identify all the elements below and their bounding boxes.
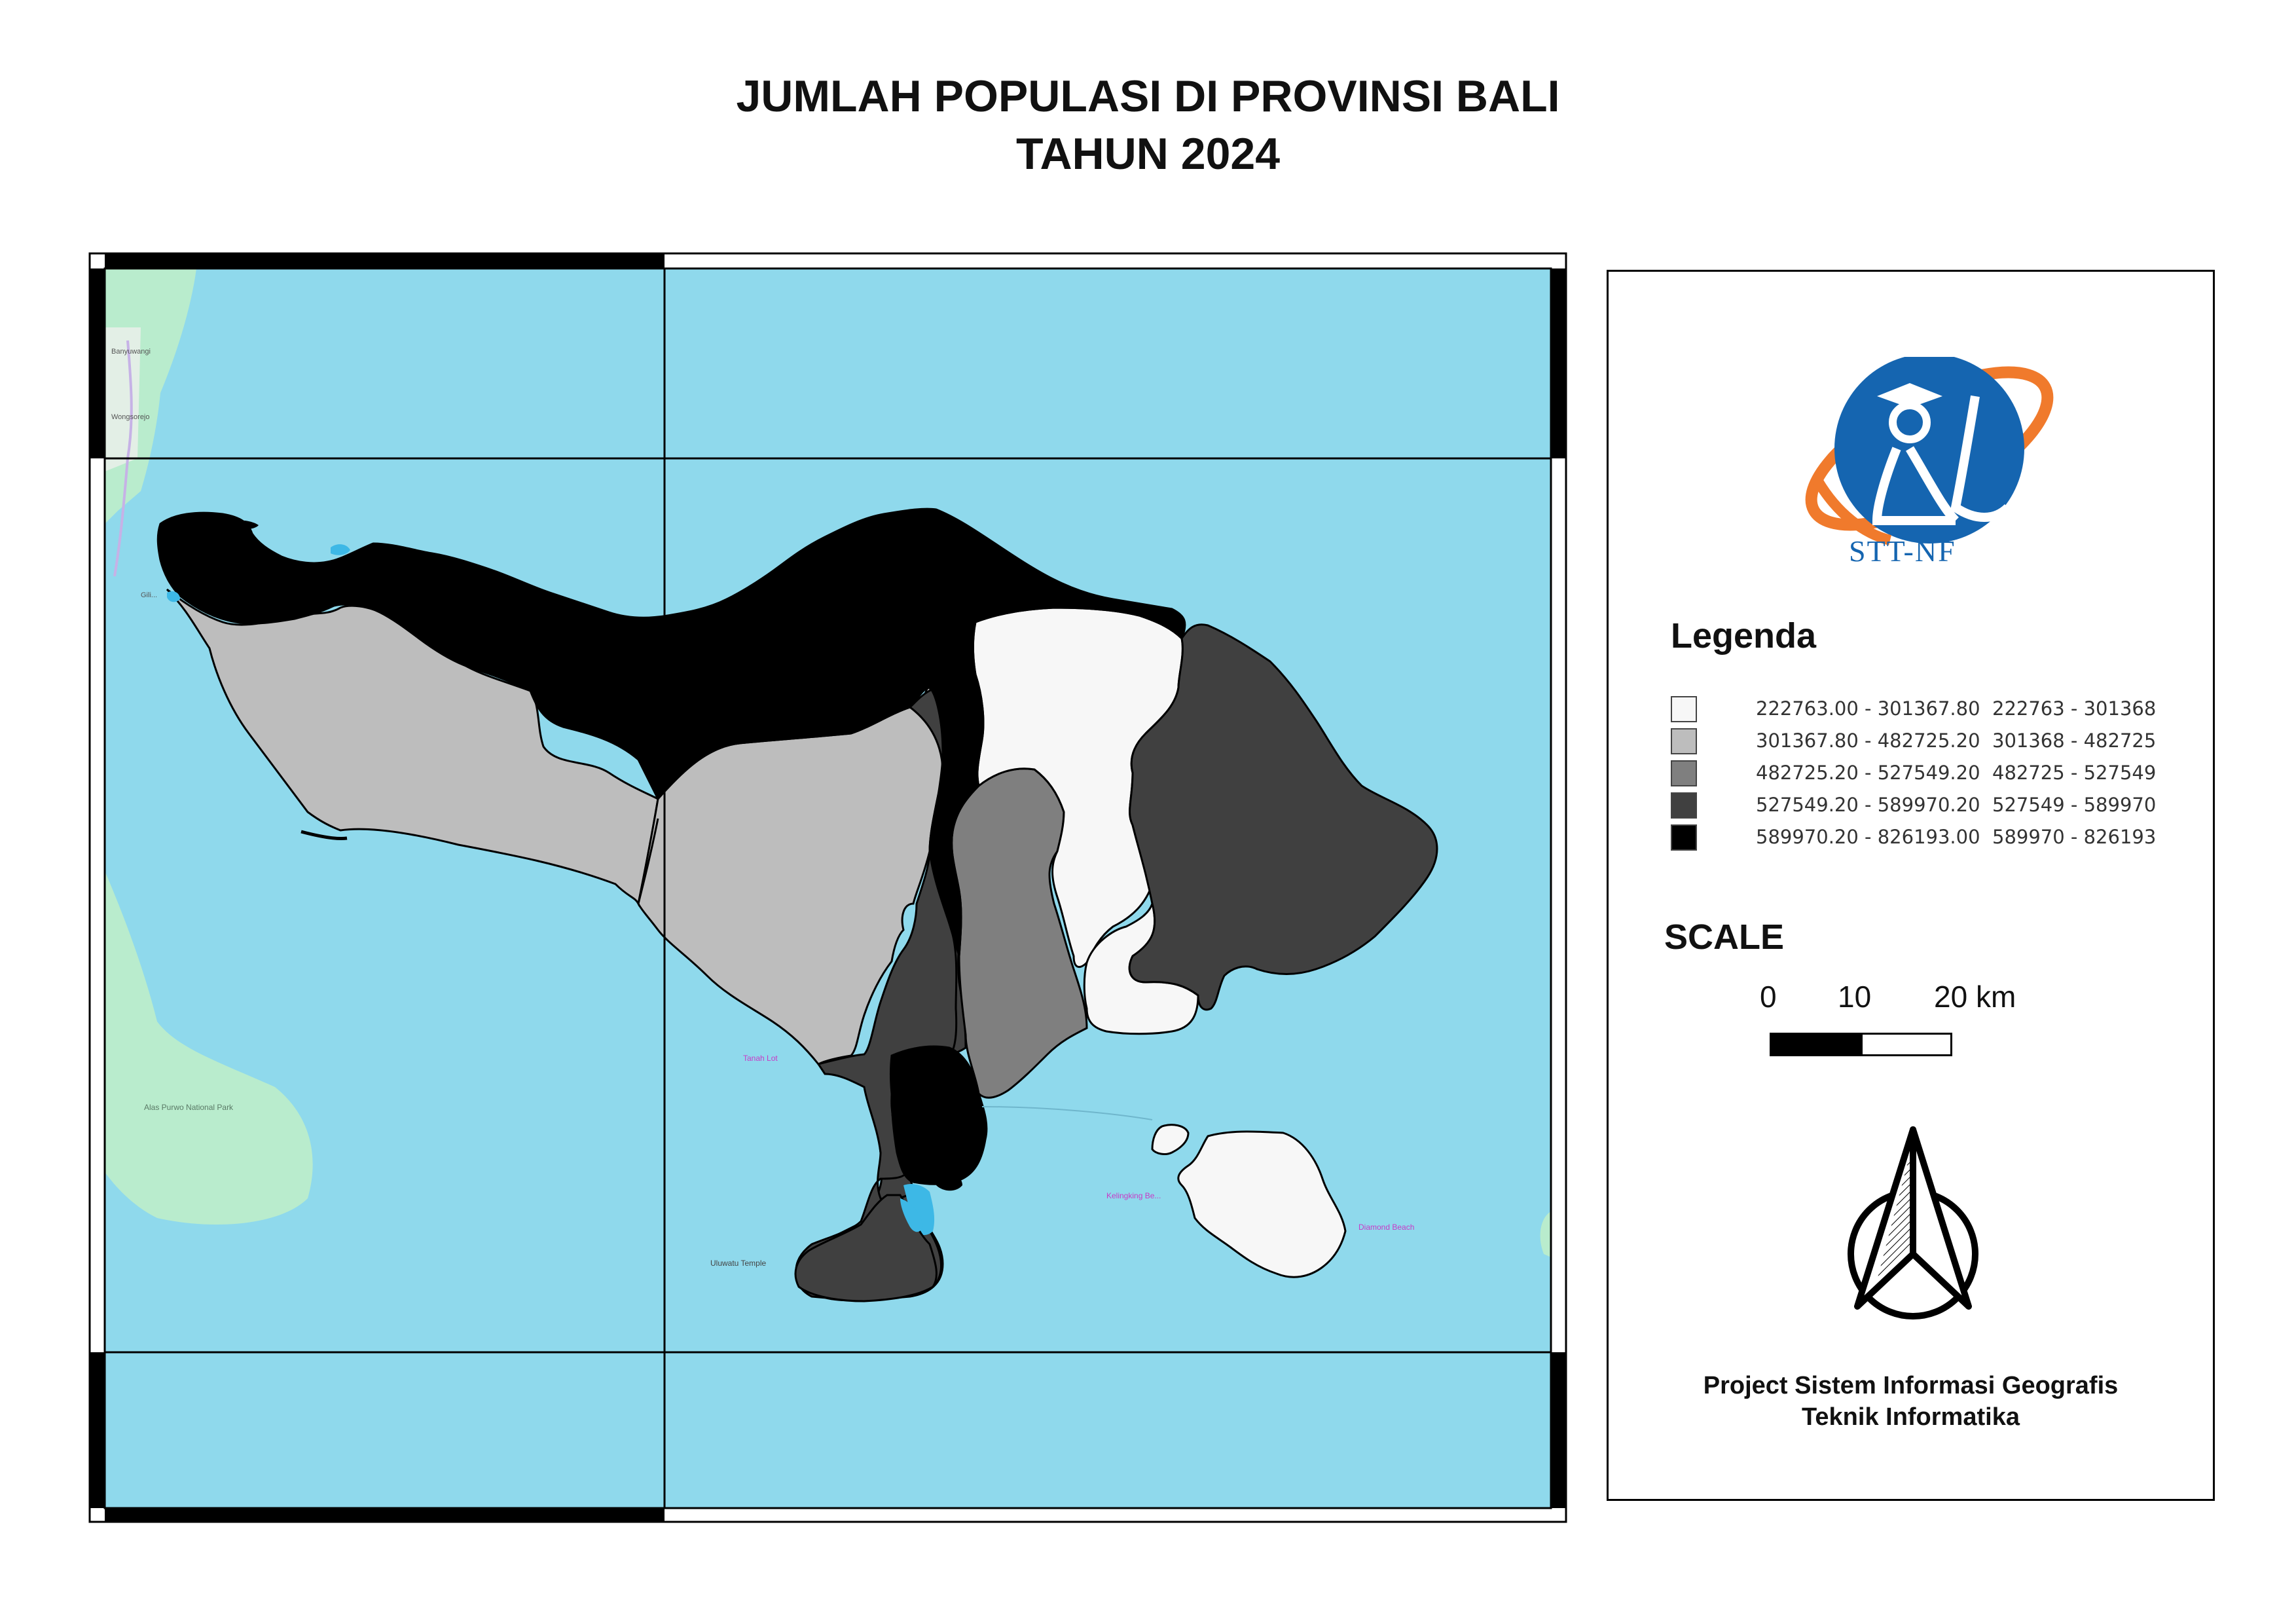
label-kelingking: Kelingking Be... (1106, 1191, 1161, 1200)
menjangan-island (229, 520, 259, 530)
legend-range-short: 589970 - 826193 (1992, 826, 2157, 848)
island-nusa-lembongan (1151, 1124, 1190, 1155)
label-diamond: Diamond Beach (1358, 1223, 1414, 1232)
legend-range: 589970.20 - 826193.00 (1756, 826, 1980, 848)
frame-bar-right-top (1551, 268, 1566, 458)
legend-range-short: 482725 - 527549 (1992, 762, 2157, 784)
frame-bar-right-bottom (1551, 1352, 1566, 1508)
scale-bar-black (1770, 1033, 1863, 1056)
legend-swatch (1671, 824, 1697, 851)
legend-swatch (1671, 728, 1697, 754)
lombok-edge-land (1540, 1211, 1551, 1257)
island-nusa-penida (1177, 1130, 1347, 1278)
city-denpasar (890, 1045, 988, 1185)
ferry-route (981, 1106, 1153, 1120)
frame-bar-bottom-left (105, 1508, 665, 1522)
frame-bar-left-bottom (90, 1352, 105, 1508)
legend-swatch (1671, 760, 1697, 786)
airport-islet (936, 1171, 962, 1191)
legend-range-short: 301368 - 482725 (1992, 729, 2157, 752)
java-town-patch (105, 327, 141, 471)
legend-panel: STT-NF Legenda 222763.00 - 301367.80 222… (1607, 270, 2215, 1501)
regency-boundary (637, 818, 659, 904)
label-uluwatu: Uluwatu Temple (710, 1259, 766, 1268)
legend-swatch (1671, 696, 1697, 722)
footer-line-1: Project Sistem Informasi Geografis (1703, 1372, 2119, 1399)
map-title: JUMLAH POPULASI DI PROVINSI BALI (736, 71, 1560, 121)
legend-swatch (1671, 792, 1697, 819)
scale-tick-0: 0 (1760, 980, 1777, 1014)
scale-bar-white (1861, 1033, 1952, 1056)
scale-title: SCALE (1664, 917, 1785, 957)
scale-tick-20: 20 km (1934, 980, 2016, 1014)
bukit-peninsula (794, 1194, 938, 1302)
regency-karangasem (1128, 623, 1438, 1011)
north-arrow-icon (1848, 1126, 1978, 1320)
legend-title: Legenda (1671, 616, 1817, 655)
legend-range: 301367.80 - 482725.20 (1756, 729, 1980, 752)
logo-text: STT-NF (1849, 534, 1956, 568)
regency-buleleng (156, 507, 1186, 957)
java-land-south (105, 871, 313, 1225)
label-tanah-lot: Tanah Lot (743, 1054, 778, 1063)
frame-bar-left-top (90, 268, 105, 458)
scale-tick-10: 10 (1838, 980, 1872, 1014)
west-water-body (167, 591, 180, 602)
legend-range: 527549.20 - 589970.20 (1756, 794, 1980, 816)
label-wongsorejo: Wongsorejo (111, 413, 150, 421)
legend-range-short: 527549 - 589970 (1992, 794, 2157, 816)
label-park: Alas Purwo National Park (144, 1103, 234, 1112)
west-bali-tip (159, 518, 246, 593)
legend-range-short: 222763 - 301368 (1992, 697, 2157, 720)
map-subtitle: TAHUN 2024 (1015, 129, 1281, 179)
label-banyuwangi: Banyuwangi (111, 348, 151, 356)
benoa-bay-water (903, 1184, 935, 1235)
footer-line-2: Teknik Informatika (1802, 1403, 2020, 1431)
north-water-body (331, 544, 350, 555)
south-coast-road (301, 830, 348, 840)
stt-nf-logo (1805, 357, 2054, 545)
legend-range: 222763.00 - 301367.80 (1756, 697, 1980, 720)
map-inner-frame (103, 267, 1552, 1509)
frame-bar-top-left (105, 253, 665, 268)
label-gilimanuk: Gili... (141, 591, 157, 599)
bukit-water (900, 1198, 923, 1232)
legend-range: 482725.20 - 527549.20 (1756, 762, 1980, 784)
